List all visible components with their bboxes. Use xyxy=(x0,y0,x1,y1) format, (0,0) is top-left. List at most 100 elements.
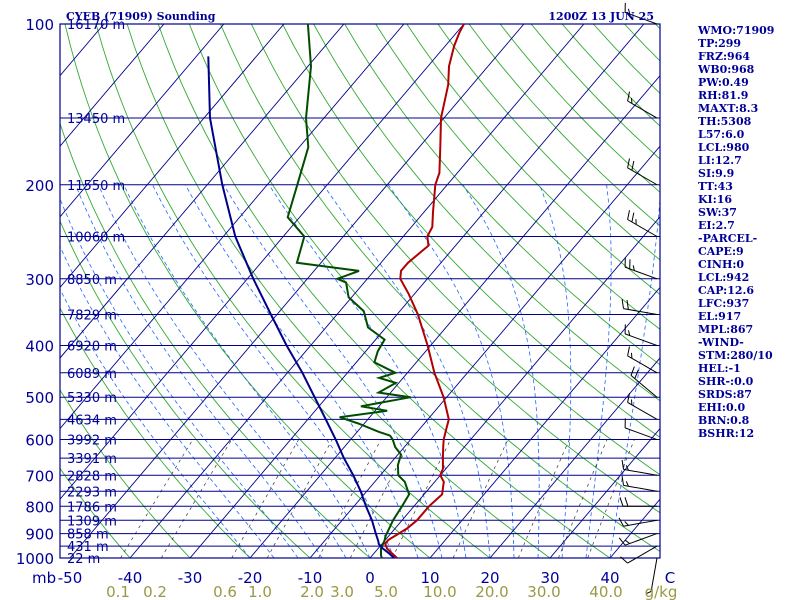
wind-barb-staff xyxy=(650,557,658,592)
temperature-line xyxy=(384,24,465,558)
index-item: -PARCEL- xyxy=(698,232,758,245)
height-label: 13450 m xyxy=(67,112,125,127)
height-label: 858 m xyxy=(67,528,109,543)
temperature-tick-label: -20 xyxy=(238,569,263,587)
mixing-ratio-tick-label: 5.0 xyxy=(374,583,398,600)
isotherm xyxy=(60,24,285,289)
index-item: EHI:0.0 xyxy=(698,401,746,414)
wind-barb xyxy=(621,299,658,316)
index-item: LCL:942 xyxy=(698,271,750,284)
wind-barb-flag xyxy=(621,299,624,309)
valid-time: 1200Z 13 JUN 25 xyxy=(548,10,654,23)
height-label: 22 m xyxy=(67,552,100,567)
index-item: LFC:937 xyxy=(698,297,750,310)
wind-barb-staff xyxy=(627,545,658,564)
index-item: LCL:980 xyxy=(698,141,750,154)
height-label: 1309 m xyxy=(67,514,117,529)
height-label: 6089 m xyxy=(67,367,117,382)
mixing-ratio-unit: g/kg xyxy=(645,583,678,600)
isotherm xyxy=(309,145,660,558)
wind-barb-staff xyxy=(623,468,658,476)
isotherm xyxy=(60,24,465,500)
height-label: 6920 m xyxy=(67,340,117,355)
wind-barb-staff xyxy=(627,100,658,119)
wind-barb xyxy=(627,392,658,420)
wind-barb-flag xyxy=(625,465,629,471)
isotherm xyxy=(129,24,585,558)
wind-barb-flag xyxy=(626,300,629,310)
index-item: EL:917 xyxy=(698,310,742,323)
index-item: LI:12.7 xyxy=(698,154,742,167)
height-label: 16170 m xyxy=(67,18,125,33)
chart-title: CYEB (71909) Sounding xyxy=(66,10,216,23)
axis-labels: CYEB (71909) Sounding 1200Z 13 JUN 25 10 0 2… xyxy=(16,10,678,600)
wind-barb-staff xyxy=(624,427,658,441)
wind-barb-flag xyxy=(627,210,630,220)
height-label: 2293 m xyxy=(67,485,117,500)
wind-barbs xyxy=(618,2,658,595)
index-item: CAPE:9 xyxy=(698,245,744,258)
index-item: RH:81.9 xyxy=(698,89,749,102)
height-label: 4634 m xyxy=(67,413,117,428)
height-label: 10060 m xyxy=(67,231,125,246)
wind-barb-staff xyxy=(624,533,658,546)
mixing-ratio-line xyxy=(120,439,194,558)
index-item: CAP:12.6 xyxy=(698,284,755,297)
wind-barb-staff xyxy=(627,167,658,186)
index-item: BSHR:12 xyxy=(698,427,755,440)
isotherm xyxy=(60,24,405,430)
wind-barb-staff xyxy=(623,484,658,492)
wind-barb xyxy=(621,475,658,492)
index-item: HEL:-1 xyxy=(698,362,741,375)
wind-barb-flag xyxy=(620,556,628,564)
wind-barb xyxy=(627,91,658,119)
index-item: WMO:71909 xyxy=(698,24,775,37)
pressure-tick-label: 300 xyxy=(25,271,54,289)
wind-barb-flag xyxy=(628,330,631,336)
wind-barb-flag xyxy=(625,481,629,487)
temperature-tick-label: C xyxy=(665,569,675,587)
wind-barb-staff xyxy=(624,11,658,25)
moist-adiabat xyxy=(268,184,467,558)
isotherm xyxy=(369,216,660,558)
dry-adiabat xyxy=(780,24,800,558)
wind-barb xyxy=(620,545,658,564)
pressure-axis-label: mb xyxy=(32,569,56,587)
pressure-tick-label: 600 xyxy=(25,432,54,450)
index-item: TT:43 xyxy=(698,180,733,193)
index-item: MAXT:8.3 xyxy=(698,102,759,115)
temperature-tick-label: 0 xyxy=(365,569,375,587)
pressure-tick-label: 800 xyxy=(25,498,54,516)
temperature-tick-label: 20 xyxy=(480,569,499,587)
wind-barb-flag xyxy=(627,392,630,403)
temperature-tick-label: 10 xyxy=(420,569,439,587)
mixing-ratio-tick-label: 1.0 xyxy=(248,583,272,600)
wind-barb-flag xyxy=(632,265,635,271)
isotherm xyxy=(189,24,645,558)
wind-barb-flag xyxy=(631,212,635,223)
wind-barb xyxy=(624,257,658,280)
pressure-tick-label: 500 xyxy=(25,389,54,407)
height-label: 1786 m xyxy=(67,500,117,515)
wind-barb xyxy=(619,497,658,507)
isotherms xyxy=(60,24,660,558)
wind-barb-flag xyxy=(645,591,652,595)
index-item: TP:299 xyxy=(698,37,742,50)
mixing-ratio-line xyxy=(587,439,635,558)
wind-barb xyxy=(624,2,658,25)
isotherm xyxy=(69,24,525,558)
index-item: L57:6.0 xyxy=(698,128,745,141)
temperature-tick-label: -40 xyxy=(118,569,143,587)
moist-adiabat xyxy=(98,184,347,558)
mixing-ratio-tick-label: 0.2 xyxy=(143,583,167,600)
index-item: SRDS:87 xyxy=(698,388,752,401)
mixing-ratio-line xyxy=(160,439,232,558)
isotherm xyxy=(60,24,345,359)
pressure-tick-label: 400 xyxy=(25,338,54,356)
index-item: -WIND- xyxy=(698,336,744,349)
wind-barb-flag xyxy=(628,8,631,15)
isotherm xyxy=(60,24,225,218)
pressure-tick-label: 700 xyxy=(25,467,54,485)
wind-barb xyxy=(627,158,658,186)
wind-barb-flag xyxy=(621,475,624,486)
